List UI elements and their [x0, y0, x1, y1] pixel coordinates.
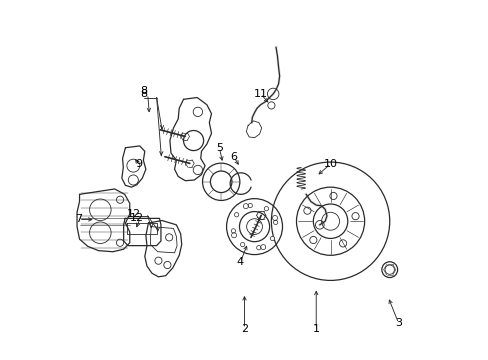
Circle shape — [231, 229, 235, 233]
Circle shape — [264, 207, 268, 211]
Text: 12: 12 — [127, 209, 141, 219]
Circle shape — [256, 246, 261, 250]
Text: 8: 8 — [140, 86, 146, 96]
Circle shape — [273, 220, 277, 225]
Circle shape — [270, 237, 274, 240]
Text: 11: 11 — [253, 89, 267, 99]
Text: 8: 8 — [140, 89, 147, 99]
Text: 1: 1 — [312, 324, 319, 334]
Circle shape — [240, 242, 244, 247]
Text: 9: 9 — [135, 159, 142, 169]
Text: 7: 7 — [75, 215, 82, 224]
Text: 4: 4 — [236, 257, 243, 267]
Text: 2: 2 — [241, 324, 247, 334]
Text: 3: 3 — [394, 319, 402, 328]
Text: 12: 12 — [130, 213, 143, 222]
Text: 6: 6 — [230, 152, 237, 162]
Text: 10: 10 — [323, 159, 337, 169]
Text: 5: 5 — [216, 143, 223, 153]
Circle shape — [247, 203, 252, 208]
Circle shape — [234, 212, 238, 217]
